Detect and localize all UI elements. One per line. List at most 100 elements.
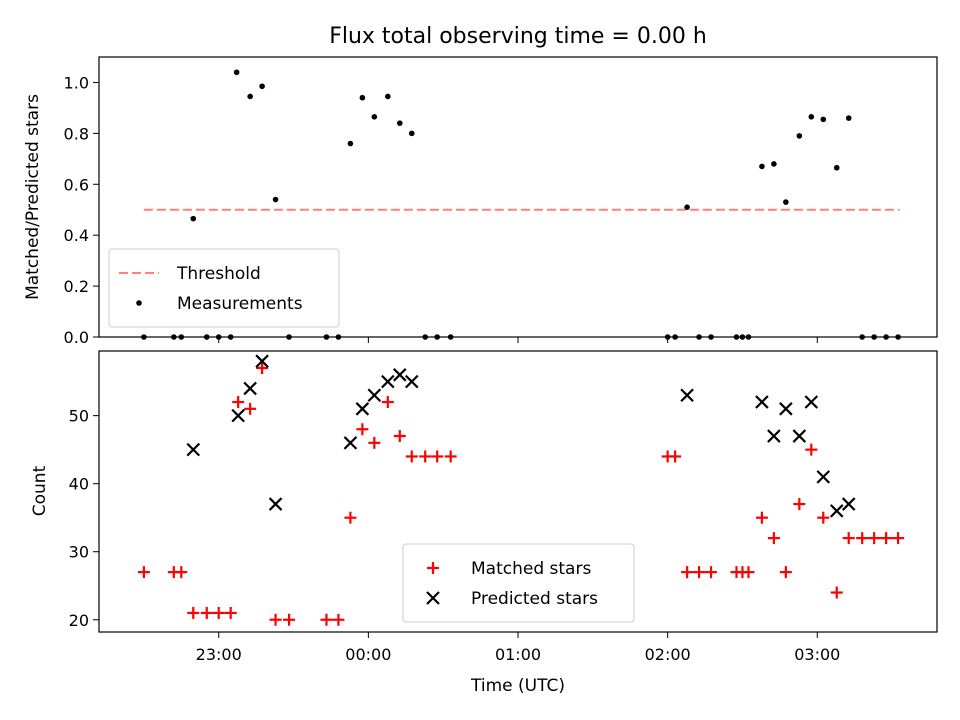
ratio-y-tick-label: 0.0 — [64, 328, 89, 347]
legend-label: Measurements — [177, 294, 303, 314]
predicted-stars-point — [829, 504, 844, 518]
count-y-axis-label: Count — [30, 465, 50, 516]
legend-label: Threshold — [176, 264, 261, 284]
measurements-point — [684, 204, 690, 210]
predicted-stars-point — [755, 395, 769, 409]
ratio-y-tick-label: 1.0 — [64, 73, 89, 92]
predicted-stars-point — [186, 442, 201, 457]
matched-stars-point — [693, 566, 706, 579]
count-panel: 20 30 40 50 23:00 00:00 01:00 02:00 03:00 Count… — [30, 350, 938, 696]
measurements-point — [808, 114, 815, 120]
matched-stars-point — [187, 606, 200, 619]
ratio-y-tick-label: 0.6 — [64, 175, 89, 194]
matched-stars-point — [368, 436, 381, 449]
measurements-point — [759, 163, 765, 170]
legend-predicted-stars-swatch — [426, 591, 440, 605]
ratio-y-tick-label: 0.8 — [64, 124, 89, 143]
count-x-tick-label: 23:00 — [196, 645, 242, 664]
matched-stars-point — [232, 396, 245, 409]
matched-stars-point — [256, 362, 269, 375]
matched-stars-point — [419, 450, 432, 463]
measurements-point — [359, 94, 366, 101]
ratio-legend: Threshold Measurements — [108, 248, 340, 328]
matched-stars-point — [356, 423, 369, 436]
matched-stars-point — [755, 511, 768, 524]
measurements-point — [247, 93, 253, 100]
matched-stars-point — [880, 532, 893, 545]
predicted-stars-point — [268, 497, 283, 511]
predicted-stars-point — [816, 470, 831, 484]
matched-stars-point — [830, 586, 843, 599]
predicted-stars-point — [393, 368, 407, 382]
matched-stars-point — [742, 566, 755, 579]
ratio-y-tick-label: 0.4 — [64, 226, 89, 245]
matched-stars-point — [817, 511, 830, 524]
matched-stars-point — [892, 532, 905, 545]
legend-measurements-swatch — [136, 300, 142, 306]
matched-stars-point — [767, 532, 780, 545]
measurements-point — [371, 114, 378, 120]
matched-stars-point — [705, 566, 718, 579]
measurements-point — [347, 140, 354, 147]
predicted-stars-point — [355, 402, 370, 416]
ratio-y-tick-label: 0.2 — [64, 277, 89, 296]
matched-stars-point — [779, 566, 792, 579]
predicted-stars-point — [767, 429, 781, 443]
count-legend: Matched stars Predicted stars — [402, 543, 635, 623]
predicted-stars-point — [381, 374, 395, 389]
matched-stars-point — [669, 450, 682, 463]
matched-stars-point — [212, 606, 225, 619]
chart-title: Flux total observing time = 0.00 h — [329, 24, 707, 49]
matched-stars-point — [405, 450, 418, 463]
legend-label: Matched stars — [471, 559, 591, 579]
matched-stars-point — [269, 613, 282, 626]
predicted-stars-point — [404, 374, 419, 389]
count-y-tick-label: 40 — [69, 475, 89, 494]
predicted-stars-point — [343, 436, 358, 450]
predicted-stars-point — [367, 388, 382, 403]
x-axis-label: Time (UTC) — [470, 676, 565, 696]
count-x-tick-label: 01:00 — [495, 645, 541, 664]
count-plot-frame — [98, 350, 938, 633]
predicted-stars-point — [804, 395, 819, 409]
predicted-stars-point — [243, 381, 257, 396]
predicted-stars-point — [255, 354, 269, 368]
legend-matched-stars-swatch — [427, 562, 439, 574]
matched-stars-point — [793, 498, 806, 511]
measurements-point — [190, 215, 197, 222]
matched-stars-point — [381, 396, 394, 409]
matched-stars-point — [681, 566, 694, 579]
measurements-point — [771, 161, 777, 167]
measurements-point — [408, 130, 415, 137]
predicted-stars-point — [231, 408, 245, 423]
measurements-point — [233, 69, 240, 76]
predicted-stars-point — [680, 388, 694, 403]
measurements-point — [272, 196, 279, 203]
matched-stars-point — [868, 532, 881, 545]
ratio-plot-frame — [98, 56, 938, 338]
measurements-point — [845, 115, 852, 121]
matched-stars-point — [444, 450, 457, 463]
measurements-point — [833, 164, 840, 171]
matched-stars-point — [393, 430, 406, 443]
predicted-stars-point — [841, 497, 856, 511]
matched-stars-point — [431, 450, 444, 463]
ratio-legend-box — [108, 248, 340, 328]
measurements-point — [396, 120, 403, 126]
measurements-point — [820, 116, 827, 123]
matched-stars-point — [283, 613, 296, 626]
count-y-tick-label: 20 — [69, 611, 89, 630]
matched-stars-point — [842, 532, 855, 545]
matched-stars-point — [344, 511, 357, 524]
measurements-point — [259, 83, 265, 90]
predicted-stars-point — [779, 402, 793, 416]
count-x-tick-label: 00:00 — [345, 645, 391, 664]
count-legend-box — [402, 543, 635, 623]
matched-stars-point — [244, 402, 257, 415]
matched-stars-point — [320, 613, 333, 626]
ratio-y-axis-label: Matched/Predicted stars — [23, 94, 43, 300]
matched-stars-point — [200, 606, 213, 619]
ratio-panel: 0.0 0.2 0.4 0.6 0.8 1.0 Matched/Predicted sta… — [23, 56, 938, 347]
count-y-tick-label: 50 — [69, 407, 89, 426]
